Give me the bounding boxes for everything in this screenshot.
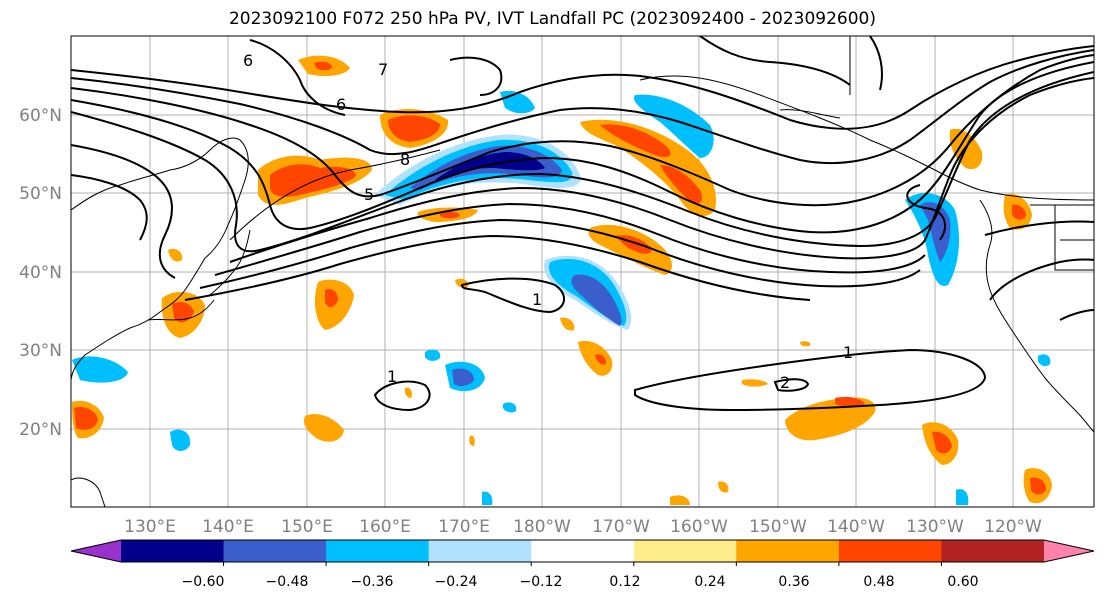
colorbar-tick-label: −0.60 <box>182 574 225 590</box>
contour-1-west <box>373 380 431 412</box>
contour-1-mid <box>460 277 565 314</box>
colorbar <box>70 539 1095 566</box>
contour-label-8: 8 <box>400 150 410 169</box>
colorbar-extend-max <box>1044 540 1094 562</box>
colorbar-extend-min <box>71 540 121 562</box>
lon-label-160e: 160°E <box>359 517 411 537</box>
colorbar-segment <box>326 540 430 562</box>
contour-label-1b: 1 <box>387 367 397 386</box>
asia-coast <box>71 137 249 381</box>
lat-label-50n: 50°N <box>19 184 62 204</box>
contour-label-7: 7 <box>378 60 388 79</box>
pv-contours <box>71 36 1094 412</box>
lon-label-160w: 160°W <box>670 517 728 537</box>
colorbar-segment <box>121 540 225 562</box>
contour-label-2: 2 <box>780 373 790 392</box>
contour-2 <box>773 378 810 392</box>
colorbar-segment <box>736 540 840 562</box>
colorbar-tick-label: 0.36 <box>778 574 809 590</box>
coastlines <box>71 36 1094 507</box>
colorbar-segment <box>428 540 532 562</box>
contour-labels: 1 1 1 2 6 6 8 5 7 <box>243 51 853 392</box>
colorbar-segment <box>941 540 1045 562</box>
longitude-labels: 130°E 140°E 150°E 160°E 170°E 180°W 170°… <box>124 517 1042 537</box>
map-title: 2023092100 F072 250 hPa PV, IVT Landfall… <box>228 9 876 29</box>
lon-label-140w: 140°W <box>827 517 885 537</box>
colorbar-segment <box>223 540 327 562</box>
lat-label-40n: 40°N <box>19 263 62 283</box>
contour-label-1a: 1 <box>532 290 542 309</box>
latitude-labels: 60°N 50°N 40°N 30°N 20°N <box>19 106 62 440</box>
lat-label-60n: 60°N <box>19 106 62 126</box>
colorbar-segment <box>838 540 942 562</box>
lon-label-120w: 120°W <box>984 517 1042 537</box>
north-america-coast <box>979 199 1094 433</box>
lon-label-130e: 130°E <box>124 517 176 537</box>
contour-label-1c: 1 <box>843 343 853 362</box>
lon-label-150w: 150°W <box>749 517 807 537</box>
colorbar-segment <box>531 540 635 562</box>
contour-1-east <box>634 348 987 412</box>
lon-label-150e: 150°E <box>281 517 333 537</box>
colorbar-tick-label: 0.60 <box>947 574 978 590</box>
map-border <box>70 35 1095 508</box>
negative-anomaly-alaska <box>634 94 714 158</box>
lon-label-140e: 140°E <box>202 517 254 537</box>
colorbar-tick-label: −0.24 <box>435 574 478 590</box>
colorbar-tick-label: −0.48 <box>266 574 309 590</box>
colorbar-tick-label: −0.12 <box>520 574 563 590</box>
lat-label-30n: 30°N <box>19 341 62 361</box>
colorbar-tick-label: 0.24 <box>694 574 725 590</box>
colorbar-tick-label: 0.12 <box>609 574 640 590</box>
alaska-coast <box>639 75 1094 201</box>
contour-label-5: 5 <box>364 185 374 204</box>
lat-label-20n: 20°N <box>19 420 62 440</box>
colorbar-tick-label: −0.36 <box>351 574 394 590</box>
lon-label-180w: 180°W <box>513 517 571 537</box>
colorbar-ticks: −0.60 −0.48 −0.36 −0.24 −0.12 0.12 0.24 … <box>182 574 979 590</box>
colorbar-outline <box>70 539 1095 563</box>
contour-label-6a: 6 <box>243 51 253 70</box>
colorbar-tick-label: 0.48 <box>863 574 894 590</box>
colorbar-segment <box>633 540 737 562</box>
lon-label-170w: 170°W <box>592 517 650 537</box>
contour-label-6b: 6 <box>336 95 346 114</box>
lon-label-130w: 130°W <box>906 517 964 537</box>
lon-label-170e: 170°E <box>438 517 490 537</box>
